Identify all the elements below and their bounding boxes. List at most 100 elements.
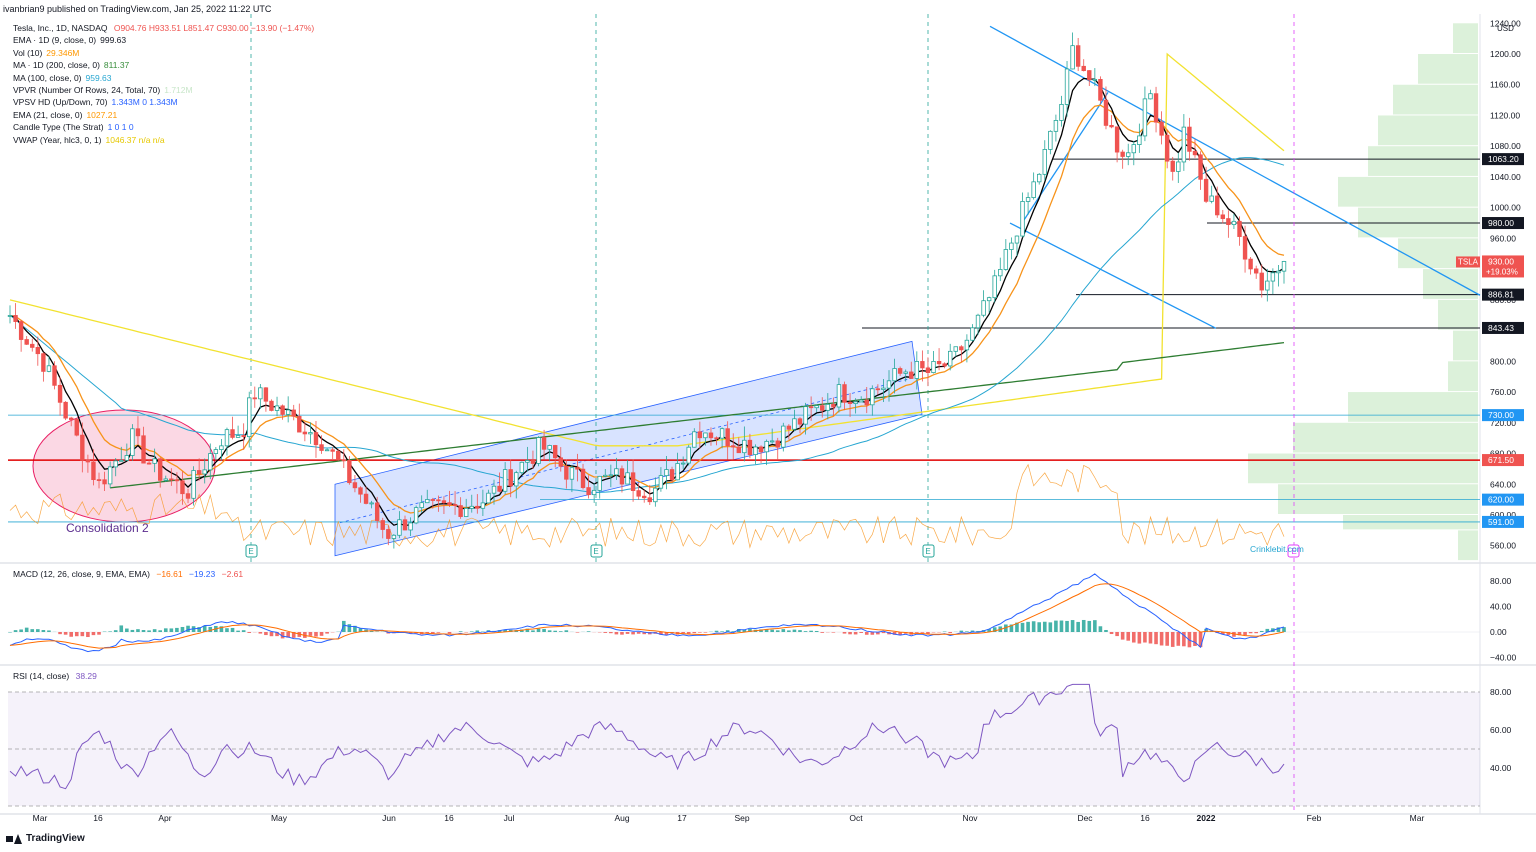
- macd-histogram-bar: [781, 629, 786, 632]
- volume-profile-bar: [1248, 453, 1478, 484]
- price-tick-label: 960.00: [1490, 233, 1516, 243]
- candle-body: [1220, 214, 1226, 219]
- candle-body: [764, 440, 769, 453]
- candle-body: [1192, 150, 1198, 156]
- price-tick-label: 1000.00: [1490, 203, 1521, 213]
- candle-body: [1198, 154, 1203, 180]
- macd-histogram-bar: [870, 632, 875, 635]
- price-axis-unit: USD: [1497, 24, 1514, 33]
- macd-histogram-bar: [69, 632, 73, 637]
- tradingview-logo-icon: [6, 833, 22, 844]
- macd-histogram-bar: [915, 632, 919, 633]
- macd-histogram-bar: [436, 632, 441, 633]
- volume-profile-bar: [1448, 361, 1478, 392]
- macd-histogram-bar: [525, 628, 530, 632]
- macd-histogram-bar: [208, 626, 213, 632]
- candle-body: [502, 469, 508, 492]
- macd-histogram-bar: [1020, 622, 1025, 632]
- candle-body: [486, 492, 491, 504]
- candle-body: [986, 297, 992, 302]
- ticker-tag-label: TSLA: [1458, 257, 1479, 266]
- ohlc-values: O904.76 H933.51 L851.47 C930.00 −13.90 (…: [113, 23, 315, 33]
- macd-histogram-bar: [536, 628, 541, 632]
- candle-body: [135, 428, 141, 437]
- candle-body: [703, 432, 708, 439]
- macd-histogram-bar: [1070, 620, 1075, 632]
- candle-body: [909, 371, 914, 379]
- candle-body: [91, 461, 96, 481]
- candle-body: [146, 462, 152, 465]
- macd-histogram-bar: [503, 629, 507, 632]
- candle-body: [725, 428, 730, 447]
- candle-body: [24, 339, 29, 345]
- candle-body: [597, 475, 602, 491]
- macd-histogram-bar: [269, 632, 274, 637]
- candle-body: [553, 445, 558, 459]
- macd-histogram-bar: [1037, 622, 1042, 632]
- macd-histogram-bar: [692, 632, 697, 634]
- macd-histogram-bar: [169, 628, 174, 632]
- macd-histogram-bar: [1265, 628, 1270, 632]
- macd-histogram-bar: [303, 632, 307, 638]
- macd-histogram-bar: [47, 630, 51, 632]
- macd-histogram-bar: [74, 632, 79, 637]
- macd-histogram-bar: [36, 629, 40, 632]
- footer-brand: TradingView: [26, 833, 85, 844]
- candle-body: [614, 468, 619, 476]
- publish-header: ivanbrian9 published on TradingView.com,…: [3, 4, 272, 14]
- price-tick-label: 1160.00: [1490, 80, 1520, 90]
- candle-body: [886, 380, 892, 389]
- indicator-legend: Tesla, Inc., 1D, NASDAQ O904.76 H933.51 …: [13, 22, 315, 145]
- candle-body: [441, 500, 447, 504]
- candle-body: [196, 470, 202, 475]
- rsi-tick-label: 60.00: [1490, 725, 1512, 735]
- macd-histogram-bar: [920, 632, 925, 633]
- tradingview-footer[interactable]: TradingView: [6, 833, 85, 844]
- candle-body: [642, 495, 647, 499]
- time-tick-label: Sep: [734, 813, 749, 823]
- candle-body: [1137, 135, 1142, 145]
- volume-profile-bar: [1423, 269, 1478, 299]
- candle-body: [753, 446, 758, 455]
- macd-histogram-bar: [63, 632, 68, 635]
- macd-histogram-bar: [58, 632, 62, 635]
- candle-body: [102, 479, 107, 485]
- macd-histogram-bar: [976, 630, 980, 632]
- macd-histogram-bar: [1176, 632, 1181, 646]
- macd-value-3: −2.61: [221, 569, 244, 579]
- candle-body: [96, 479, 102, 482]
- macd-histogram-bar: [614, 632, 619, 635]
- legend-value: 1046.37 n/a n/a: [105, 134, 165, 145]
- candle-body: [675, 463, 680, 481]
- macd-histogram-bar: [1154, 632, 1158, 645]
- candle-body: [180, 480, 185, 495]
- candle-body: [836, 384, 842, 408]
- macd-histogram-bar: [970, 630, 975, 632]
- macd-histogram-bar: [792, 629, 797, 632]
- candle-body: [475, 505, 480, 509]
- candle-body: [1070, 45, 1075, 70]
- macd-histogram-bar: [141, 630, 146, 632]
- candle-body: [141, 435, 146, 464]
- candle-body: [402, 519, 408, 531]
- candle-body: [7, 315, 13, 317]
- candle-body: [1092, 78, 1098, 81]
- time-tick-label: Oct: [849, 813, 863, 823]
- ma200-line: [110, 341, 1285, 489]
- earnings-marker: [922, 544, 935, 558]
- candle-body: [781, 425, 786, 448]
- macd-histogram-bar: [1282, 627, 1286, 632]
- macd-histogram-bar: [876, 632, 880, 635]
- macd-histogram-bar: [720, 631, 724, 632]
- macd-histogram-bar: [319, 632, 324, 636]
- macd-histogram-bar: [8, 632, 12, 633]
- macd-histogram-bar: [425, 632, 430, 634]
- price-label-box: [1482, 515, 1524, 528]
- macd-histogram-bar: [1059, 620, 1064, 632]
- candle-body: [35, 347, 41, 355]
- candle-body: [864, 399, 869, 406]
- legend-row: MA · 1D (200, close, 0) 811.37: [13, 59, 314, 71]
- legend-row: VWAP (Year, hlc3, 0, 1) 1046.37 n/a n/a: [13, 134, 314, 146]
- price-label-box: [1482, 454, 1524, 467]
